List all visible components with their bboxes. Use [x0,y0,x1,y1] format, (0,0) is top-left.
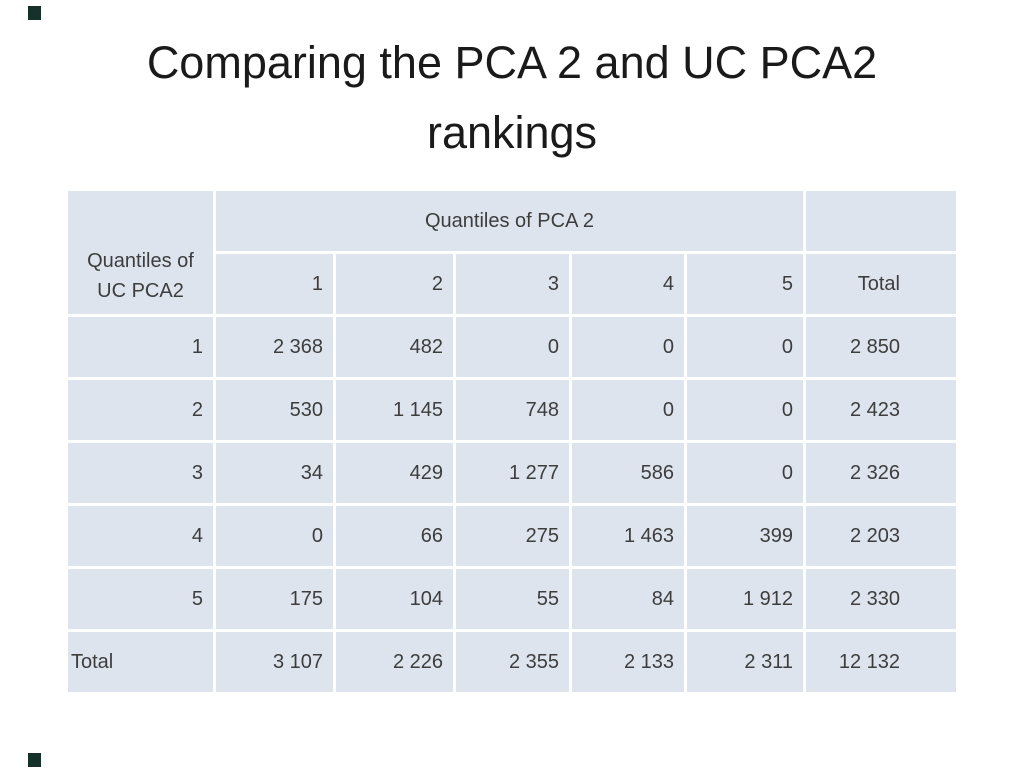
blank-header-cell [806,191,956,251]
column-total-cell: 2 226 [336,632,453,692]
table-cell: 34 [216,443,333,503]
table-cell: 586 [572,443,684,503]
corner-header-line-2: UC PCA2 [97,280,184,302]
table-cell: 2 368 [216,317,333,377]
slide-title-line-1: Comparing the PCA 2 and UC PCA2 [146,37,878,88]
row-total-cell: 2 423 [806,380,956,440]
column-total-cell: 3 107 [216,632,333,692]
table-cell: 429 [336,443,453,503]
table-cell: 175 [216,569,333,629]
row-label: 1 [68,317,213,377]
row-total-cell: 2 330 [806,569,956,629]
table-cell: 530 [216,380,333,440]
column-header-total: Total [806,254,956,314]
table-cell: 0 [456,317,569,377]
table-cell: 0 [572,380,684,440]
table-cell: 482 [336,317,453,377]
table-cell: 0 [687,380,803,440]
grand-total-cell: 12 132 [806,632,956,692]
table-cell: 1 145 [336,380,453,440]
row-label: 3 [68,443,213,503]
table-cell: 1 463 [572,506,684,566]
table-cell: 1 277 [456,443,569,503]
table-cell: 399 [687,506,803,566]
column-header: 5 [687,254,803,314]
row-total-cell: 2 326 [806,443,956,503]
quantiles-cross-table: Quantiles of UC PCA2 Quantiles of PCA 2 … [68,191,956,692]
table-cell: 55 [456,569,569,629]
table-cell: 748 [456,380,569,440]
table-cell: 84 [572,569,684,629]
table-cell: 1 912 [687,569,803,629]
corner-header-cell: Quantiles of UC PCA2 [68,191,213,314]
column-header: 3 [456,254,569,314]
table-cell: 0 [687,443,803,503]
column-total-cell: 2 355 [456,632,569,692]
table-cell: 0 [216,506,333,566]
column-header: 2 [336,254,453,314]
corner-header-line-1: Quantiles of [87,250,194,272]
column-header: 4 [572,254,684,314]
slide-title: Comparing the PCA 2 and UC PCA2 rankings [0,28,1024,168]
row-total-cell: 2 850 [806,317,956,377]
table-cell: 0 [687,317,803,377]
row-total-cell: 2 203 [806,506,956,566]
column-header: 1 [216,254,333,314]
table-cell: 0 [572,317,684,377]
column-total-cell: 2 311 [687,632,803,692]
slide-decoration-top-left [28,6,41,20]
slide-title-line-2: rankings [426,107,598,158]
row-label: 2 [68,380,213,440]
total-row-label: Total [68,632,213,692]
row-label: 4 [68,506,213,566]
table-cell: 104 [336,569,453,629]
table-cell: 66 [336,506,453,566]
group-header-cell: Quantiles of PCA 2 [216,191,803,251]
row-label: 5 [68,569,213,629]
table-cell: 275 [456,506,569,566]
column-total-cell: 2 133 [572,632,684,692]
slide-decoration-bottom-left [28,753,41,767]
